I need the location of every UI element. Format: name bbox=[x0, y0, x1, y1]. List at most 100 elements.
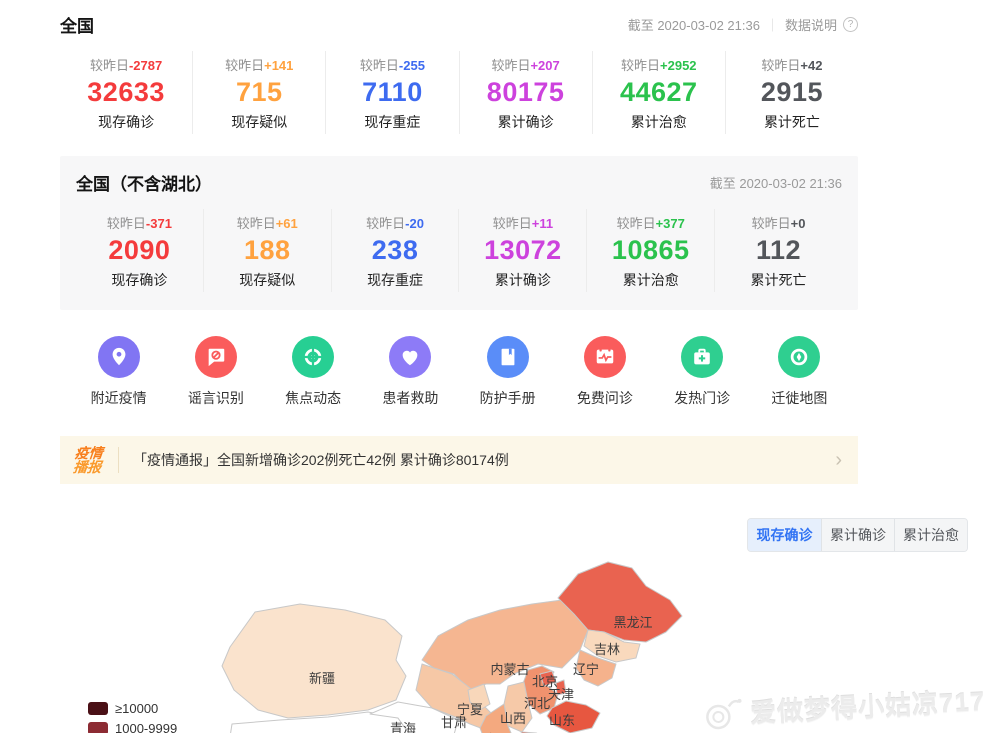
delta-prefix: 较昨日 bbox=[236, 216, 276, 231]
province-label-山东: 山东 bbox=[549, 713, 575, 728]
stat-label: 累计治愈 bbox=[630, 114, 687, 130]
province-陕西[interactable] bbox=[479, 703, 514, 733]
stat-label: 累计死亡 bbox=[763, 114, 820, 130]
quick-link-patient-aid[interactable]: 患者救助 bbox=[362, 336, 459, 408]
quick-link-label: 患者救助 bbox=[382, 390, 439, 406]
delta-prefix: 较昨日 bbox=[89, 58, 129, 73]
province-label-山西: 山西 bbox=[500, 711, 526, 726]
legend-row: ≥10000 bbox=[88, 701, 177, 716]
delta-value: -255 bbox=[398, 58, 425, 73]
stat-value: 188 bbox=[243, 235, 291, 265]
stat-existing-suspected: 较昨日+141 715 现存疑似 bbox=[192, 51, 325, 134]
delta-prefix: 较昨日 bbox=[359, 58, 399, 73]
quick-link-nearby[interactable]: 附近疫情 bbox=[70, 336, 167, 408]
stat-value: 2090 bbox=[108, 235, 171, 265]
tab-total-confirmed[interactable]: 累计确诊 bbox=[821, 519, 894, 551]
province-西藏[interactable] bbox=[228, 711, 414, 733]
consult-monitor-icon bbox=[583, 336, 626, 378]
handbook-icon bbox=[486, 336, 529, 378]
quick-link-migration-map[interactable]: 迁徙地图 bbox=[751, 336, 848, 408]
delta-prefix: 较昨日 bbox=[621, 58, 661, 73]
delta-prefix: 较昨日 bbox=[751, 216, 791, 231]
chevron-right-icon[interactable]: › bbox=[835, 448, 842, 471]
china-map[interactable]: 新疆西藏青海内蒙古甘肃宁夏黑龙江吉林辽宁河北山西山东北京天津陕西河南江苏安徽上海… bbox=[170, 552, 730, 733]
quick-link-handbook[interactable]: 防护手册 bbox=[459, 336, 556, 408]
quick-link-label: 免费问诊 bbox=[576, 390, 633, 406]
province-label-内蒙古: 内蒙古 bbox=[490, 662, 529, 677]
ex-hubei-stats: 较昨日-371 2090 现存确诊 较昨日+61 188 现存疑似 较昨日-20… bbox=[76, 195, 842, 308]
stat-label: 现存疑似 bbox=[231, 114, 288, 130]
stat-existing-suspected: 较昨日+61 188 现存疑似 bbox=[202, 209, 331, 292]
national-asof: 截至 2020-03-02 21:36 bbox=[627, 18, 760, 33]
quick-link-label: 谣言识别 bbox=[187, 390, 244, 406]
stat-label: 累计死亡 bbox=[750, 272, 807, 288]
ex-hubei-title: 全国（不含湖北） bbox=[76, 175, 212, 194]
map-legend: ≥10000 1000-9999 bbox=[88, 701, 177, 733]
stat-total-deaths: 较昨日+0 112 累计死亡 bbox=[714, 209, 842, 292]
delta-value: +42 bbox=[800, 58, 823, 73]
quick-link-fever-clinic[interactable]: 发热门诊 bbox=[654, 336, 751, 408]
stat-label: 累计治愈 bbox=[622, 272, 679, 288]
stat-label: 现存确诊 bbox=[111, 272, 168, 288]
delta-prefix: 较昨日 bbox=[366, 216, 406, 231]
quick-link-label: 附近疫情 bbox=[90, 390, 147, 406]
legend-row: 1000-9999 bbox=[88, 721, 177, 733]
province-青海[interactable] bbox=[369, 701, 459, 733]
tab-existing-confirmed[interactable]: 现存确诊 bbox=[748, 519, 821, 551]
province-label-辽宁: 辽宁 bbox=[573, 662, 599, 677]
ticker-divider bbox=[118, 447, 119, 473]
help-icon[interactable]: ? bbox=[843, 17, 858, 32]
quick-link-label: 焦点动态 bbox=[285, 390, 342, 406]
stat-existing-severe: 较昨日-20 238 现存重症 bbox=[330, 209, 459, 292]
focus-target-icon bbox=[292, 336, 335, 378]
stat-label: 现存重症 bbox=[367, 272, 424, 288]
ticker-badge: 疫情 播报 bbox=[72, 445, 104, 475]
quick-link-rumor[interactable]: 谣言识别 bbox=[167, 336, 264, 408]
map-section: 现存确诊 累计确诊 累计治愈 新疆西藏青海内蒙古甘肃宁夏黑龙江吉林辽宁河北山西山… bbox=[0, 484, 983, 733]
ex-hubei-section: 全国（不含湖北） 截至 2020-03-02 21:36 较昨日-371 209… bbox=[60, 156, 858, 310]
stat-total-cured: 较昨日+377 10865 累计治愈 bbox=[586, 209, 714, 292]
stat-existing-severe: 较昨日-255 7110 现存重症 bbox=[325, 51, 458, 134]
province-辽宁[interactable] bbox=[575, 649, 617, 687]
stat-label: 累计确诊 bbox=[497, 114, 554, 130]
province-label-河北: 河北 bbox=[524, 696, 550, 711]
delta-value: -371 bbox=[145, 216, 172, 231]
delta-value: +61 bbox=[275, 216, 298, 231]
data-note-link[interactable]: 数据说明 bbox=[784, 18, 837, 33]
province-北京[interactable] bbox=[539, 670, 557, 687]
province-label-甘肃: 甘肃 bbox=[441, 715, 467, 730]
legend-swatch bbox=[88, 702, 108, 715]
delta-prefix: 较昨日 bbox=[491, 58, 531, 73]
quick-link-free-consult[interactable]: 免费问诊 bbox=[556, 336, 653, 408]
province-山东[interactable] bbox=[546, 700, 601, 733]
delta-value: -20 bbox=[405, 216, 424, 231]
province-吉林[interactable] bbox=[583, 629, 641, 663]
province-label-宁夏: 宁夏 bbox=[457, 702, 483, 717]
stat-value: 32633 bbox=[87, 77, 165, 107]
quick-links: 附近疫情 谣言识别 焦点动态 患者救助 bbox=[60, 310, 858, 428]
province-宁夏[interactable] bbox=[467, 683, 491, 711]
stat-label: 现存疑似 bbox=[239, 272, 296, 288]
quick-link-focus[interactable]: 焦点动态 bbox=[265, 336, 362, 408]
stat-value: 13072 bbox=[484, 235, 562, 265]
stat-total-confirmed: 较昨日+207 80175 累计确诊 bbox=[458, 51, 592, 134]
province-天津[interactable] bbox=[555, 679, 567, 696]
heart-icon bbox=[389, 336, 432, 378]
ticker-text: 「疫情通报」全国新增确诊202例死亡42例 累计确诊80174例 bbox=[133, 452, 509, 468]
tab-total-cured[interactable]: 累计治愈 bbox=[894, 519, 967, 551]
national-stats: 较昨日-2787 32633 现存确诊 较昨日+141 715 现存疑似 较昨日… bbox=[60, 37, 858, 150]
legend-label: ≥10000 bbox=[115, 701, 159, 716]
province-新疆[interactable] bbox=[221, 603, 407, 719]
province-label-天津: 天津 bbox=[548, 687, 574, 702]
province-label-黑龙江: 黑龙江 bbox=[613, 615, 652, 630]
stat-label: 现存确诊 bbox=[98, 114, 155, 130]
delta-prefix: 较昨日 bbox=[492, 216, 532, 231]
epidemic-news-ticker[interactable]: 疫情 播报 「疫情通报」全国新增确诊202例死亡42例 累计确诊80174例 › bbox=[60, 436, 858, 484]
stat-value: 238 bbox=[371, 235, 419, 265]
stat-value: 44627 bbox=[619, 77, 698, 107]
stat-value: 715 bbox=[235, 77, 283, 107]
legend-label: 1000-9999 bbox=[115, 721, 178, 733]
province-label-新疆: 新疆 bbox=[309, 671, 335, 686]
delta-value: +11 bbox=[531, 216, 554, 231]
